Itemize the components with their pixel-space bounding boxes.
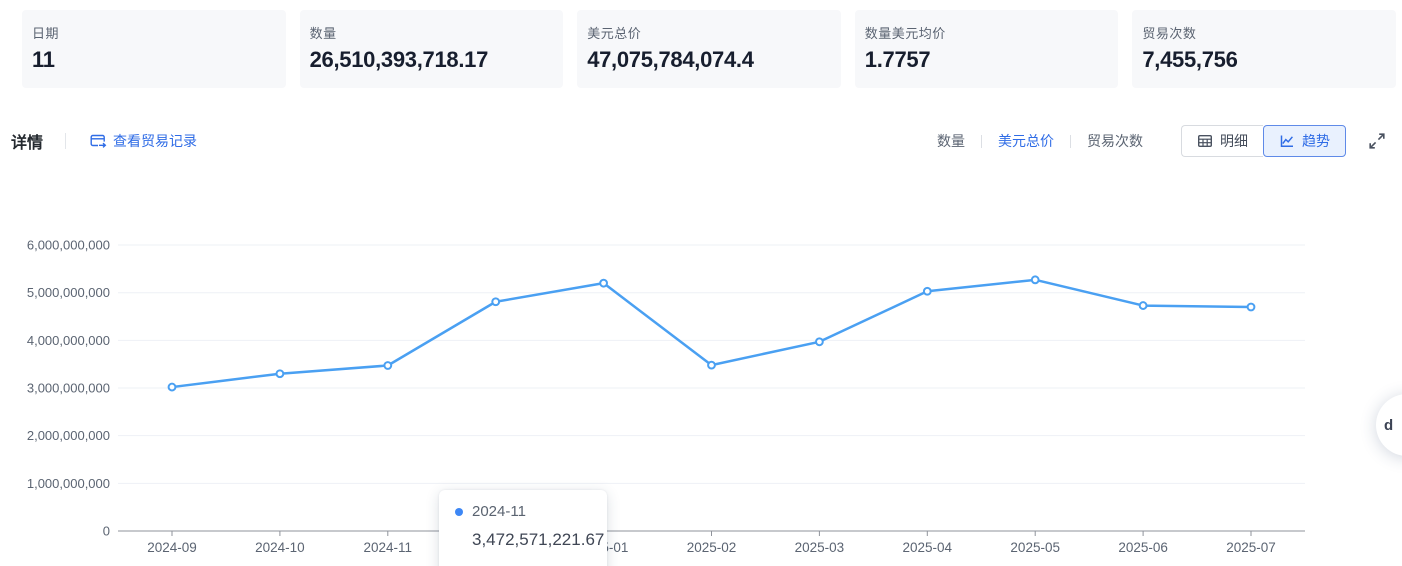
y-axis-tick-label: 5,000,000,000 <box>27 285 110 300</box>
stat-label: 数量美元均价 <box>864 26 946 41</box>
table-icon <box>1197 133 1213 149</box>
metric-tab-quantity[interactable]: 数量 <box>937 133 965 149</box>
x-axis-tick-label: 2024-11 <box>364 540 413 555</box>
trend-chart-svg[interactable]: 0 1,000,000,000 2,000,000,000 3,000,000,000… <box>0 228 1402 566</box>
trend-line <box>170 278 1253 389</box>
data-point[interactable] <box>491 297 501 307</box>
y-axis-tick-label: 0 <box>103 524 110 539</box>
divider <box>1070 134 1071 148</box>
data-point[interactable] <box>1138 301 1148 310</box>
stat-value: 11 <box>32 47 55 72</box>
stat-label: 数量 <box>309 26 337 41</box>
line-chart-icon <box>1279 133 1295 149</box>
stat-value: 47,075,784,074.4 <box>587 47 754 72</box>
chart-tooltip: 2024-11 3,472,571,221.67 <box>439 490 607 566</box>
data-point[interactable] <box>599 278 608 288</box>
view-trade-records-label: 查看贸易记录 <box>113 133 198 149</box>
stat-value: 7,455,756 <box>1142 47 1238 72</box>
stat-card-trade-count: 贸易次数 7,455,756 <box>1132 10 1396 88</box>
view-trade-records-link[interactable]: 查看贸易记录 <box>90 131 197 151</box>
stat-label: 美元总价 <box>587 26 642 41</box>
data-point[interactable] <box>275 369 285 379</box>
trend-chart[interactable]: 0 1,000,000,000 2,000,000,000 3,000,000,000… <box>0 228 1402 566</box>
y-axis-tick-label: 4,000,000,000 <box>27 333 110 348</box>
x-axis-tick-label: 2024-09 <box>147 540 197 555</box>
data-point[interactable] <box>922 286 932 296</box>
data-point[interactable] <box>167 382 177 392</box>
stat-cards-row: 日期 11 数量 26,510,393,718.17 美元总价 47,075,7… <box>0 0 1402 88</box>
metric-tab-usd-total[interactable]: 美元总价 <box>998 133 1054 149</box>
stat-value: 1.7757 <box>864 47 931 72</box>
divider <box>981 134 982 148</box>
page-title: 详情 <box>11 135 44 152</box>
metric-tabs: 数量 美元总价 贸易次数 <box>935 131 1145 151</box>
divider <box>65 133 67 149</box>
y-axis-tick-label: 3,000,000,000 <box>27 381 110 396</box>
data-point[interactable] <box>1246 302 1256 312</box>
x-axis-tick-label: 2025-04 <box>903 540 953 555</box>
data-point[interactable] <box>1030 275 1040 285</box>
stat-label: 贸易次数 <box>1142 26 1197 41</box>
stat-card-avg-price: 数量美元均价 1.7757 <box>854 10 1119 88</box>
data-point[interactable] <box>815 337 824 347</box>
trend-view-button[interactable]: 趋势 <box>1263 125 1346 157</box>
y-axis-tick-label: 2,000,000,000 <box>27 428 110 443</box>
floating-button-glyph: d <box>1384 416 1394 434</box>
stat-card-quantity: 数量 26,510,393,718.17 <box>299 10 564 88</box>
trend-view-label: 趋势 <box>1302 133 1330 149</box>
detail-view-button[interactable]: 明细 <box>1181 125 1263 157</box>
tooltip-value: 3,472,571,221.67 <box>472 530 605 549</box>
window-arrow-icon <box>90 133 108 149</box>
data-point[interactable] <box>383 361 393 370</box>
view-toggle-group: 明细 趋势 <box>1181 125 1346 157</box>
stat-card-date: 日期 11 <box>22 10 286 88</box>
stat-value: 26,510,393,718.17 <box>309 47 489 72</box>
metric-tab-trade-count[interactable]: 贸易次数 <box>1087 133 1143 149</box>
details-header: 详情 查看贸易记录 数量 美元总价 贸易次数 <box>0 124 1402 158</box>
x-axis-tick-label: 2025-07 <box>1226 540 1276 555</box>
fullscreen-icon[interactable] <box>1368 132 1386 150</box>
detail-view-label: 明细 <box>1220 133 1248 149</box>
tooltip-date: 2024-11 <box>472 503 526 520</box>
series-dot-icon <box>455 507 463 516</box>
data-point[interactable] <box>707 360 716 370</box>
x-axis-tick-label: 2025-06 <box>1118 540 1168 555</box>
x-axis-tick-label: 2025-02 <box>687 540 737 555</box>
x-axis-tick-label: 2025-03 <box>795 540 845 555</box>
y-axis-tick-label: 1,000,000,000 <box>27 476 110 491</box>
stat-card-usd-total: 美元总价 47,075,784,074.4 <box>577 10 841 88</box>
x-axis-tick-label: 2024-10 <box>255 540 305 555</box>
x-axis-tick-label: 2025-05 <box>1010 540 1060 555</box>
stat-label: 日期 <box>32 26 60 41</box>
y-axis-tick-label: 6,000,000,000 <box>27 238 110 253</box>
